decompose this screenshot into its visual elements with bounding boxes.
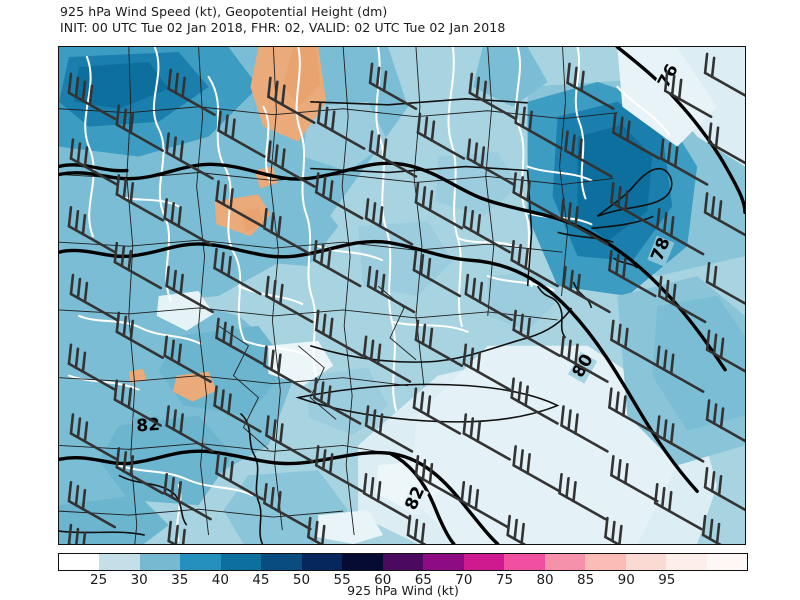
colorbar-tick-60: 60 (374, 572, 392, 588)
colorbar-tick-65: 65 (414, 572, 432, 588)
chart-subtitle: INIT: 00 UTC Tue 02 Jan 2018, FHR: 02, V… (60, 20, 506, 35)
colorbar-swatch-9 (423, 554, 464, 570)
colorbar-tick-85: 85 (577, 572, 595, 588)
height-contours-layer (59, 47, 745, 544)
colorbar-tick-35: 35 (171, 572, 189, 588)
page-title: 925 hPa Wind Speed (kt), Geopotential He… (60, 4, 388, 19)
colorbar-tick-95: 95 (658, 572, 676, 588)
map-layers: 76 78 80 82 (59, 47, 745, 544)
colorbar-swatch-8 (382, 554, 424, 570)
colorbar-tick-45: 45 (252, 572, 270, 588)
windspeed-shading-layer (59, 47, 745, 544)
colorbar-swatch-13 (585, 554, 626, 570)
colorbar-tick-70: 70 (455, 572, 473, 588)
colorbar: 25 30 35 40 45 50 55 60 65 70 75 80 85 90 95 (58, 553, 748, 588)
colorbar-tick-75: 75 (495, 572, 514, 588)
colorbar-swatch-16 (706, 554, 747, 570)
colorbar-swatch-4 (220, 554, 262, 570)
colorbar-tick-80: 80 (536, 572, 554, 588)
colorbar-swatch-11 (504, 554, 545, 570)
colorbar-swatch-7 (342, 554, 383, 570)
colorbar-swatch-5 (261, 554, 302, 570)
contour-label-82-west: 82 (136, 414, 161, 436)
colorbar-swatch-0 (59, 554, 100, 570)
colorbar-tick-90: 90 (617, 572, 635, 588)
chart-title-block: 925 hPa Wind Speed (kt), Geopotential He… (60, 4, 505, 36)
colorbar-swatch-12 (544, 554, 586, 570)
colorbar-axis-label: 925 hPa Wind (kt) (347, 583, 459, 598)
colorbar-swatch-15 (666, 554, 707, 570)
colorbar-tick-50: 50 (292, 572, 311, 588)
colorbar-tick-55: 55 (333, 572, 351, 588)
colorbar-strip (58, 553, 748, 571)
county-boundaries-layer (59, 47, 618, 544)
colorbar-swatch-10 (463, 554, 505, 570)
colorbar-swatch-14 (625, 554, 667, 570)
colorbar-swatch-2 (139, 554, 181, 570)
map-canvas[interactable]: 76 78 80 82 (58, 46, 746, 545)
colorbar-tick-25: 25 (89, 572, 108, 588)
colorbar-swatch-6 (301, 554, 343, 570)
colorbar-tick-labels: 25 30 35 40 45 50 55 60 65 70 75 80 85 90 95 (58, 572, 748, 590)
colorbar-swatch-3 (180, 554, 221, 570)
map-svg: 76 78 80 82 (59, 47, 745, 544)
colorbar-tick-40: 40 (211, 572, 229, 588)
colorbar-tick-30: 30 (130, 572, 148, 588)
colorbar-swatch-1 (99, 554, 140, 570)
